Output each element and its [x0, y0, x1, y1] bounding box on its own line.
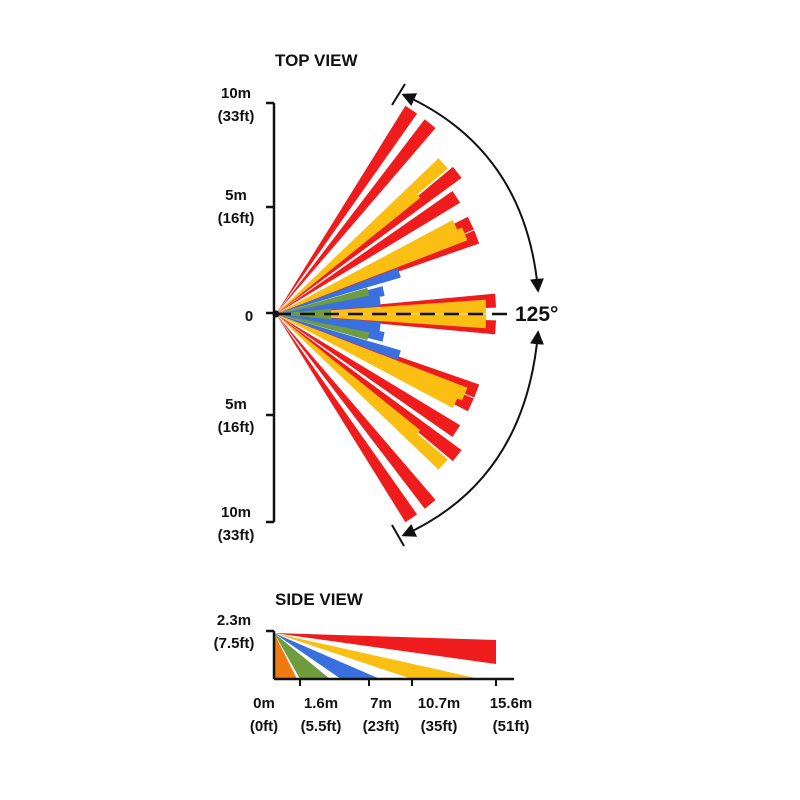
beam-lower-blue-13	[276, 314, 381, 332]
tick-label-bottom-10m-ft: (33ft)	[218, 527, 255, 544]
tick-label-top-5m-ft: (16ft)	[218, 210, 255, 227]
beam-upper-yellow-3	[276, 187, 421, 314]
beam-lower-red-2	[276, 314, 436, 509]
beam-upper-green-12	[276, 287, 370, 314]
tick-label-top-10m-ft: (33ft)	[218, 108, 255, 125]
beam-lower-yellow-3	[276, 314, 421, 441]
tick-label-top-5m: 5m	[225, 187, 247, 204]
height-label: 2.3m	[217, 612, 251, 629]
distance-label-1-6m: 1.6m	[304, 695, 338, 712]
tick-label-top-10m: 10m	[221, 85, 251, 102]
angle-arc-upper-arrow	[401, 93, 544, 293]
tick-label-zero: 0	[245, 308, 253, 325]
height-label-ft: (7.5ft)	[214, 635, 255, 652]
top-view: TOP VIEW 10m (33ft) 5m (16ft) 0 5m (16ft…	[218, 51, 558, 547]
tick-label-bottom-5m-ft: (16ft)	[218, 419, 255, 436]
beam-upper-red-2	[276, 119, 436, 314]
side-beam-orange	[274, 633, 297, 679]
top-view-title: TOP VIEW	[275, 51, 358, 70]
angle-arc-lower-arrow	[401, 330, 544, 537]
distance-label-0m: 0m	[253, 695, 275, 712]
beam-lower-green-12	[276, 314, 370, 341]
side-view-beams	[274, 633, 496, 679]
tick-label-bottom-5m: 5m	[225, 396, 247, 413]
distance-label-15-6m: 15.6m	[490, 695, 533, 712]
distance-label-7m: 7m	[370, 695, 392, 712]
side-beam-red	[274, 633, 496, 664]
beam-upper-blue-13	[276, 296, 381, 314]
beam-upper-red-0	[276, 105, 418, 314]
angle-limit-mark-bottom	[391, 524, 405, 547]
side-beam-yellow	[274, 633, 480, 679]
tick-label-bottom-10m: 10m	[221, 504, 251, 521]
distance-label-5-5ft: (5.5ft)	[301, 718, 342, 735]
distance-label-35ft: (35ft)	[421, 718, 458, 735]
distance-label-51ft: (51ft)	[493, 718, 530, 735]
beam-lower-red-0	[276, 314, 418, 523]
side-beam-blue	[274, 633, 380, 679]
distance-label-23ft: (23ft)	[363, 718, 400, 735]
side-view: SIDE VIEW 2.3m (7.5ft) 0m (0ft) 1.6m (5.…	[214, 590, 533, 735]
angle-limit-mark-top	[391, 83, 406, 106]
distance-label-10-7m: 10.7m	[418, 695, 461, 712]
coverage-angle-label: 125°	[515, 303, 558, 326]
beam-lower-blue-9	[276, 314, 401, 360]
side-beam-green	[274, 633, 330, 679]
distance-label-0ft: (0ft)	[250, 718, 278, 735]
side-view-title: SIDE VIEW	[275, 590, 364, 609]
beam-upper-blue-9	[276, 268, 401, 314]
